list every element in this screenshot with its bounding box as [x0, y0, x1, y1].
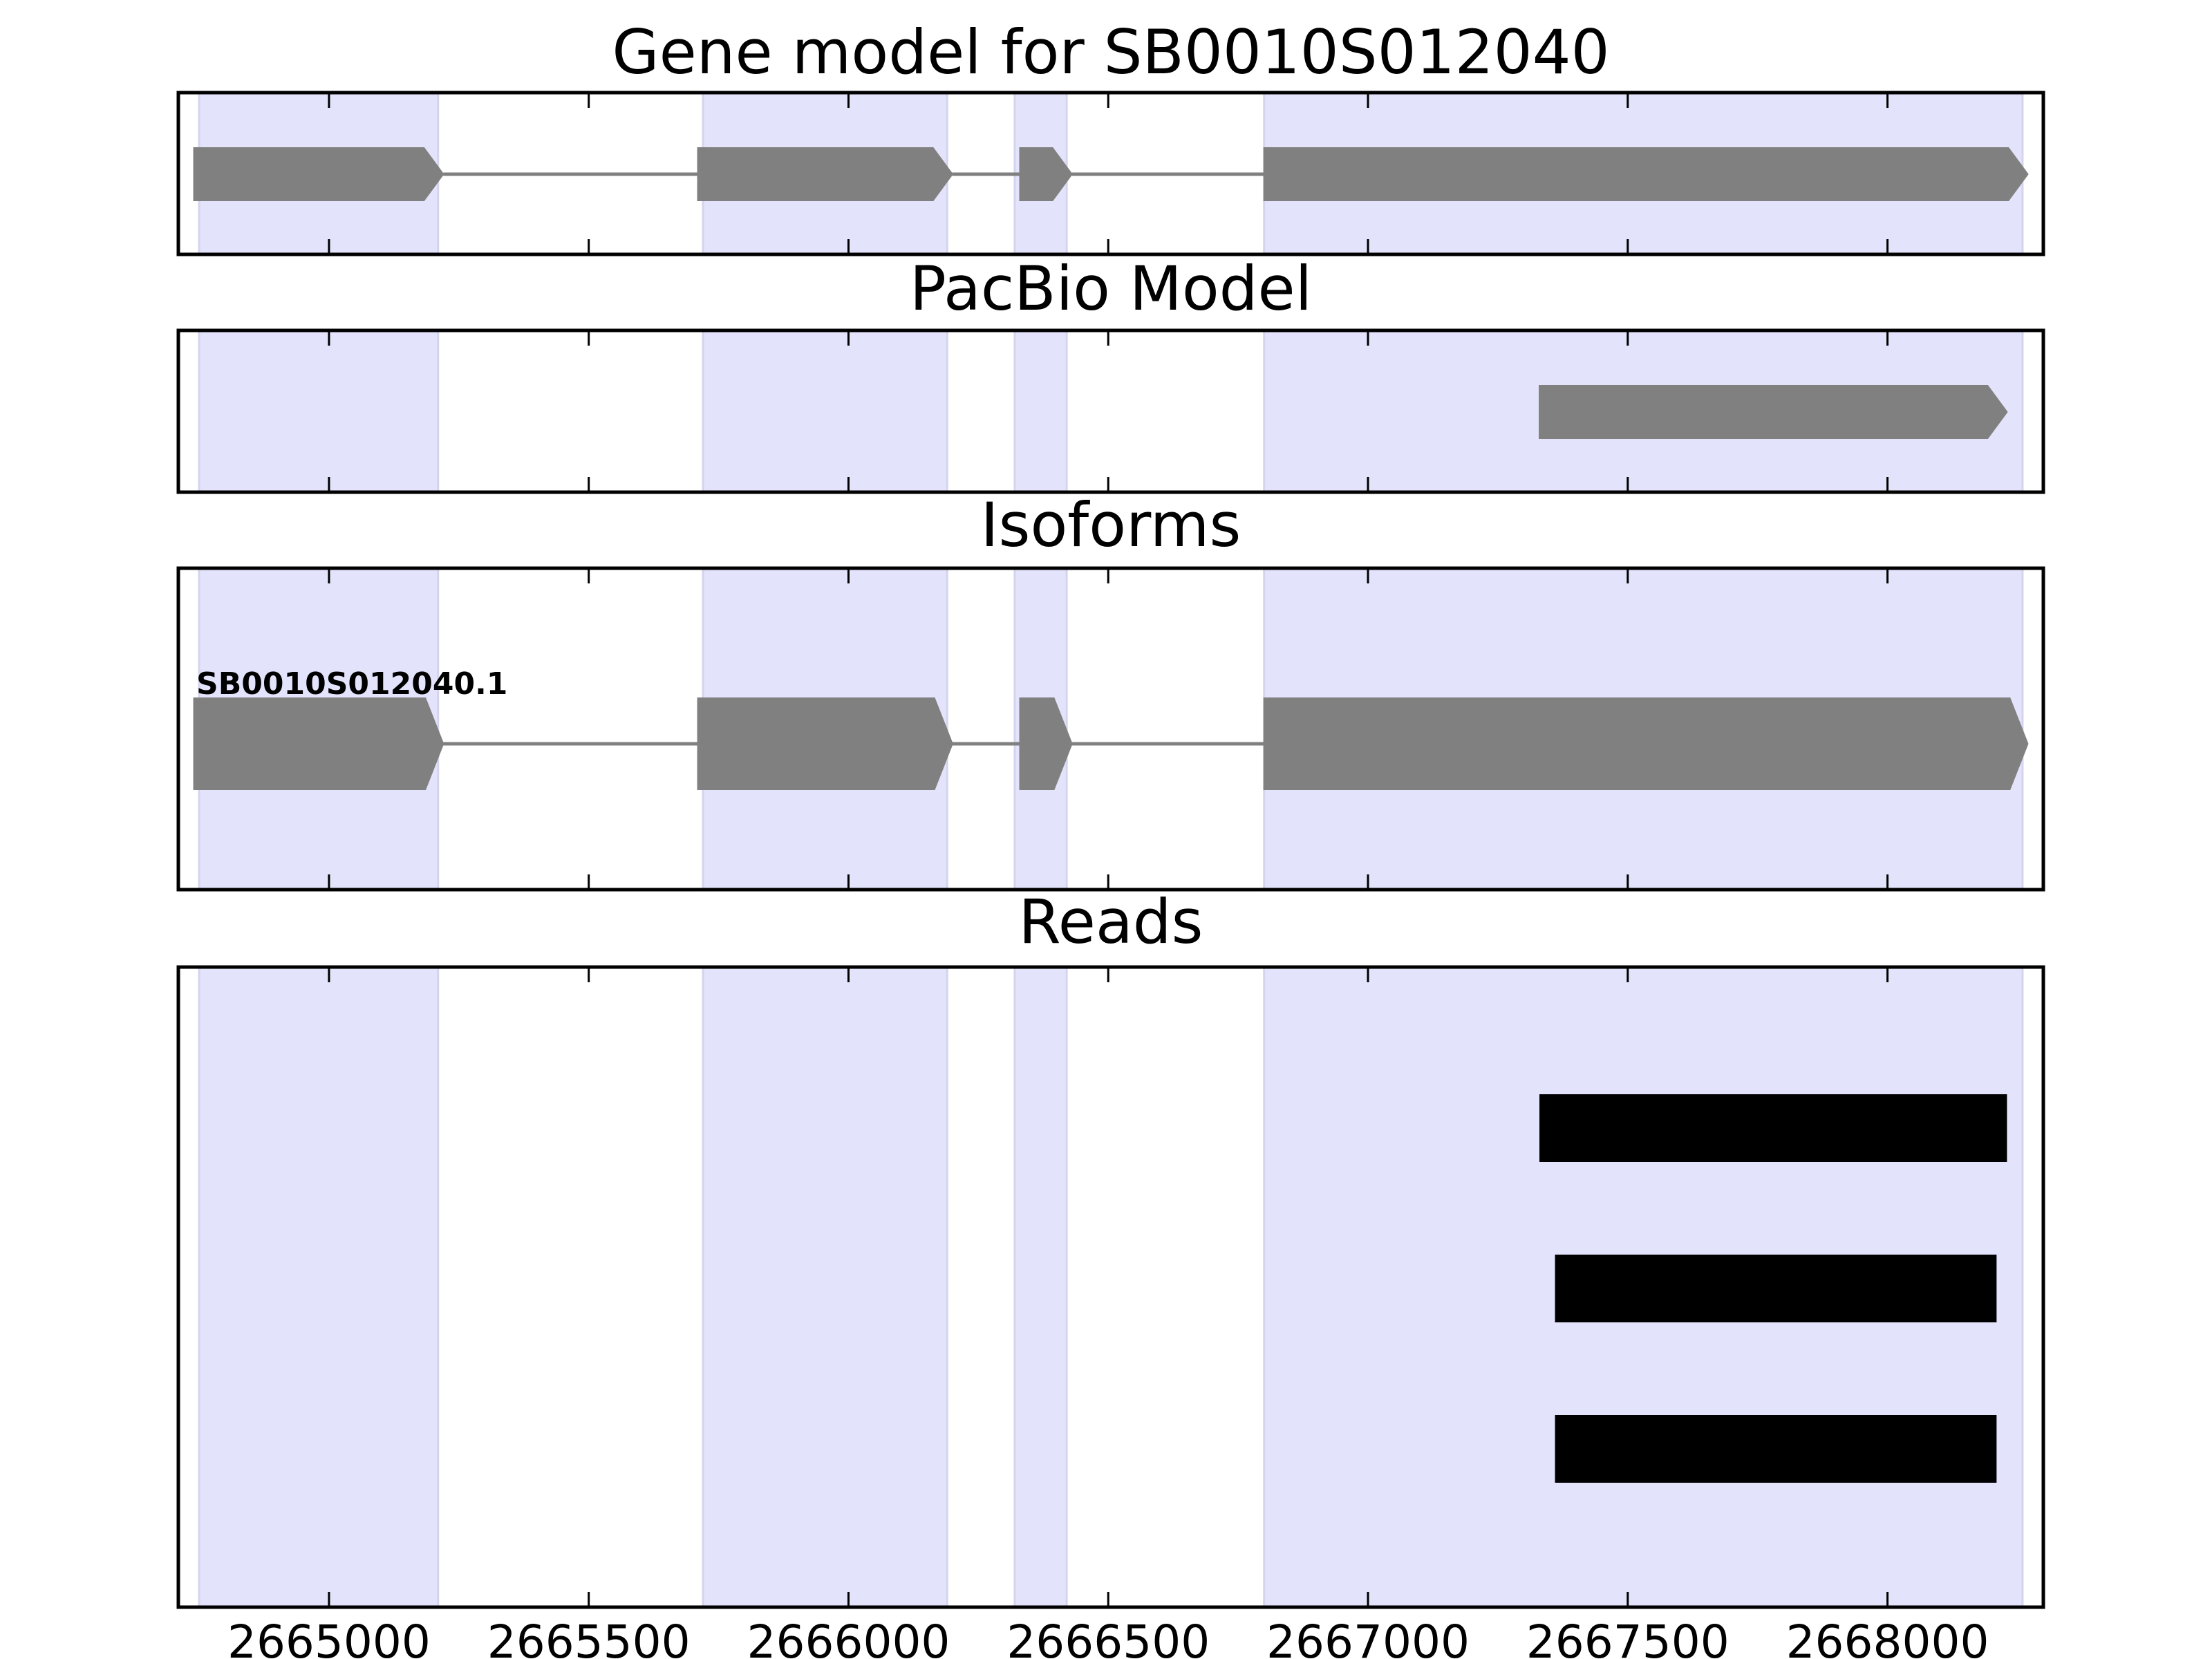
read-bar: [1555, 1255, 1997, 1322]
panel-title-pacbio: PacBio Model: [910, 253, 1312, 324]
isoform-ticks: [328, 568, 1889, 890]
reads-frame: [176, 965, 2045, 1609]
pacbio-ticks: [328, 330, 1889, 492]
exon-block: [193, 697, 444, 790]
exon-highlight-band: [1013, 329, 1068, 494]
exon-highlight-band: [1013, 966, 1068, 1609]
isoform-label: SB0010S012040.1: [196, 666, 507, 702]
reads-features: [1539, 1094, 2007, 1483]
isoform-frame: [176, 566, 2045, 892]
panel-title-gene-model: Gene model for SB0010S012040: [612, 17, 1609, 88]
x-tick-label: 2668000: [1786, 1615, 1989, 1659]
gene-model-ticks: [328, 93, 1889, 254]
exon-highlights: [198, 966, 2024, 1609]
panel-reads: Reads 2665000 2665500 2666000 2666500 266700…: [176, 886, 2045, 1659]
exon-block: [1019, 147, 1073, 201]
read-bar: [1539, 1094, 2007, 1162]
exon-highlight-band: [702, 329, 948, 494]
x-tick-label: 2666500: [1006, 1615, 1210, 1659]
panel-gene-model: Gene model for SB0010S012040: [176, 17, 2045, 256]
read-bar: [1555, 1415, 1997, 1483]
exon-block: [193, 147, 444, 201]
x-tick-label: 2666000: [747, 1615, 950, 1659]
x-tick-label: 2667500: [1526, 1615, 1730, 1659]
exon-highlight-band: [702, 966, 948, 1609]
exon-block: [697, 147, 954, 201]
panel-pacbio-model: PacBio Model: [176, 253, 2045, 494]
gene-model-features: [193, 147, 2029, 201]
exon-block: [1019, 697, 1073, 790]
exon-highlight-band: [198, 329, 440, 494]
panel-title-isoforms: Isoforms: [981, 489, 1241, 561]
exon-highlight-band: [198, 966, 440, 1609]
reads-ticks: [328, 967, 1889, 1607]
panel-title-reads: Reads: [1019, 886, 1203, 957]
exon-block: [1263, 147, 2029, 201]
exon-block: [1539, 385, 2008, 439]
exon-block: [1263, 697, 2029, 790]
pacbio-features: [1539, 385, 2008, 439]
x-tick-label: 2665500: [487, 1615, 691, 1659]
exon-block: [697, 697, 953, 790]
x-tick-label: 2665000: [227, 1615, 431, 1659]
gene-model-frame: [176, 91, 2045, 256]
x-tick-labels: 2665000 2665500 2666000 2666500 2667000 26675…: [227, 1615, 1989, 1659]
pacbio-frame: [176, 328, 2045, 494]
isoform-features: [193, 697, 2029, 790]
x-tick-label: 2667000: [1266, 1615, 1470, 1659]
panel-isoforms: Isoforms SB0010S012040.1: [176, 489, 2045, 892]
